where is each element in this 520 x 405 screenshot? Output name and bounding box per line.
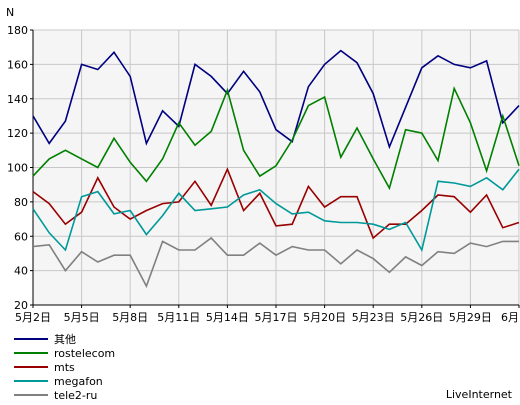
series-line-其他 — [32, 49, 520, 150]
grid-lines — [30, 29, 520, 308]
series-line-tele2-ru — [32, 236, 519, 289]
x-tick-label: 6月1日 — [501, 311, 520, 324]
x-tick-label: 5月2日 — [15, 311, 51, 324]
y-tick-label: 140 — [7, 93, 28, 106]
watermark-text: LiveInternet — [446, 388, 513, 401]
legend-label: mts — [54, 361, 75, 374]
series-lines — [32, 49, 520, 289]
y-tick-label: 120 — [7, 127, 28, 140]
legend-label: tele2-ru — [54, 389, 97, 402]
x-tick-label: 5月26日 — [400, 311, 443, 324]
legend-label: 其他 — [54, 333, 76, 346]
y-tick-label: 20 — [14, 299, 28, 312]
y-tick-label: 80 — [14, 196, 28, 209]
series-line-rostelecom — [32, 85, 520, 191]
x-tick-label: 5月11日 — [157, 311, 200, 324]
x-tick-label: 5月29日 — [449, 311, 492, 324]
x-tick-label: 5月14日 — [206, 311, 249, 324]
axes — [32, 30, 519, 306]
y-tick-label: 60 — [14, 230, 28, 243]
y-tick-label: 100 — [7, 162, 28, 175]
legend-label: megafon — [54, 375, 103, 388]
y-tick-label: 180 — [7, 24, 28, 37]
x-tick-label: 5月20日 — [303, 311, 346, 324]
x-tick-label: 5月17日 — [255, 311, 298, 324]
y-tick-label: 160 — [7, 58, 28, 71]
x-tick-label: 5月5日 — [64, 311, 100, 324]
legend-label: rostelecom — [54, 347, 115, 360]
y-tick-label: 40 — [14, 265, 28, 278]
series-line-mts — [32, 167, 520, 240]
x-tick-label: 5月8日 — [112, 311, 148, 324]
series-line-megafon — [32, 168, 520, 253]
x-tick-labels: 5月2日 5月5日 5月8日 5月11日 5月14日 5月17日 5月20日 5月23日 5月2… — [15, 311, 520, 324]
y-axis-label: N — [6, 6, 14, 19]
x-tick-label: 5月23日 — [352, 311, 395, 324]
y-tick-labels: 20 40 60 80 100 120 140 160 180 — [7, 24, 28, 312]
